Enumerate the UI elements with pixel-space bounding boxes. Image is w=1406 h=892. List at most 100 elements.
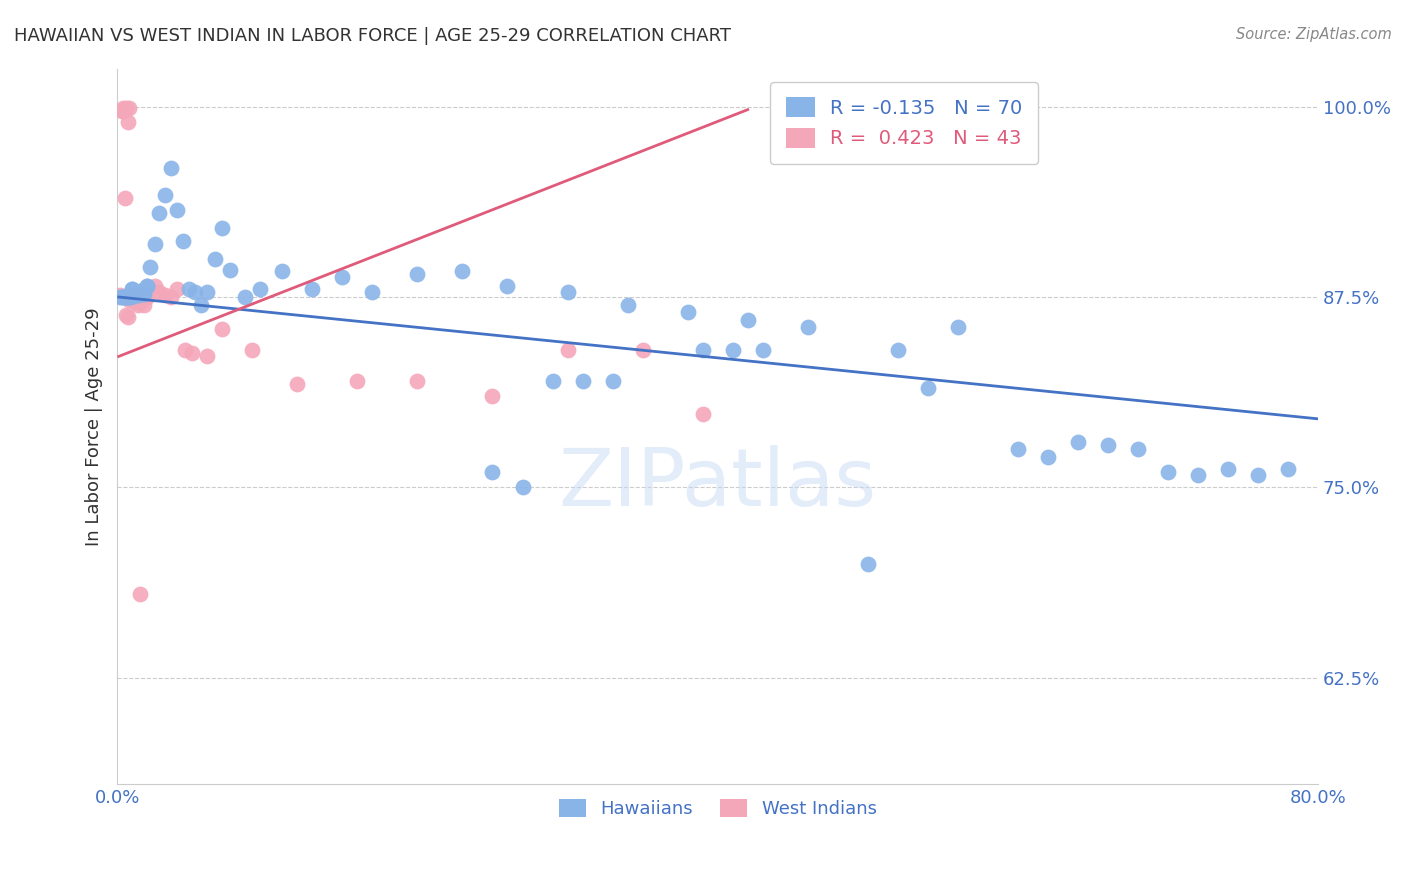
Point bbox=[631, 343, 654, 358]
Point bbox=[108, 288, 131, 302]
Point bbox=[122, 285, 145, 300]
Point bbox=[233, 290, 256, 304]
Point bbox=[451, 264, 474, 278]
Point bbox=[496, 279, 519, 293]
Point bbox=[121, 282, 143, 296]
Point bbox=[134, 287, 156, 301]
Point bbox=[143, 236, 166, 251]
Point bbox=[285, 376, 308, 391]
Point bbox=[676, 305, 699, 319]
Point bbox=[160, 161, 183, 175]
Point bbox=[361, 285, 384, 300]
Point bbox=[796, 320, 818, 334]
Point bbox=[166, 282, 188, 296]
Point bbox=[1126, 442, 1149, 457]
Point bbox=[204, 252, 226, 266]
Point bbox=[117, 310, 139, 324]
Point bbox=[122, 288, 145, 302]
Point bbox=[143, 279, 166, 293]
Point bbox=[1247, 468, 1270, 483]
Point bbox=[195, 285, 218, 300]
Point bbox=[125, 288, 148, 302]
Point bbox=[111, 290, 134, 304]
Point bbox=[249, 282, 271, 296]
Legend: Hawaiians, West Indians: Hawaiians, West Indians bbox=[551, 792, 884, 825]
Point bbox=[917, 381, 939, 395]
Text: ZIPatlas: ZIPatlas bbox=[558, 445, 877, 523]
Point bbox=[114, 290, 136, 304]
Point bbox=[124, 294, 146, 309]
Point bbox=[301, 282, 323, 296]
Point bbox=[115, 101, 138, 115]
Point bbox=[195, 350, 218, 364]
Point bbox=[1277, 462, 1299, 476]
Point bbox=[121, 293, 143, 307]
Point bbox=[125, 290, 148, 304]
Point bbox=[139, 260, 162, 274]
Point bbox=[136, 279, 159, 293]
Point bbox=[121, 290, 143, 304]
Point bbox=[332, 270, 354, 285]
Point bbox=[751, 343, 773, 358]
Point bbox=[1216, 462, 1239, 476]
Point bbox=[887, 343, 910, 358]
Point bbox=[118, 290, 141, 304]
Point bbox=[240, 343, 263, 358]
Point bbox=[112, 104, 135, 119]
Point bbox=[124, 285, 146, 300]
Point bbox=[173, 343, 195, 358]
Point bbox=[721, 343, 744, 358]
Point bbox=[132, 288, 155, 302]
Point bbox=[112, 290, 135, 304]
Point bbox=[117, 115, 139, 129]
Point bbox=[127, 297, 149, 311]
Point bbox=[481, 465, 503, 479]
Point bbox=[346, 374, 368, 388]
Point bbox=[616, 297, 638, 311]
Point bbox=[481, 389, 503, 403]
Point bbox=[134, 297, 156, 311]
Point bbox=[406, 267, 429, 281]
Point bbox=[136, 290, 159, 304]
Point bbox=[541, 374, 564, 388]
Point bbox=[737, 313, 759, 327]
Point bbox=[571, 374, 593, 388]
Point bbox=[179, 282, 201, 296]
Point bbox=[115, 308, 138, 322]
Point bbox=[406, 374, 429, 388]
Point bbox=[129, 284, 152, 298]
Point bbox=[271, 264, 294, 278]
Point bbox=[129, 294, 152, 309]
Point bbox=[148, 285, 170, 300]
Text: Source: ZipAtlas.com: Source: ZipAtlas.com bbox=[1236, 27, 1392, 42]
Point bbox=[218, 262, 240, 277]
Point bbox=[128, 288, 150, 302]
Point bbox=[108, 290, 131, 304]
Point bbox=[120, 290, 142, 304]
Point bbox=[557, 343, 579, 358]
Point bbox=[148, 206, 170, 220]
Point bbox=[692, 407, 714, 421]
Point bbox=[128, 587, 150, 601]
Point bbox=[1187, 468, 1209, 483]
Point bbox=[128, 284, 150, 298]
Point bbox=[1007, 442, 1029, 457]
Point bbox=[172, 234, 194, 248]
Point bbox=[121, 282, 143, 296]
Point bbox=[1157, 465, 1180, 479]
Point bbox=[1097, 438, 1119, 452]
Point bbox=[1067, 434, 1090, 449]
Point bbox=[111, 104, 134, 119]
Y-axis label: In Labor Force | Age 25-29: In Labor Force | Age 25-29 bbox=[86, 307, 103, 546]
Point bbox=[211, 322, 233, 336]
Point bbox=[692, 343, 714, 358]
Point bbox=[211, 221, 233, 235]
Point bbox=[139, 282, 162, 296]
Point bbox=[166, 203, 188, 218]
Point bbox=[1036, 450, 1059, 464]
Point bbox=[132, 287, 155, 301]
Point bbox=[117, 290, 139, 304]
Point bbox=[946, 320, 969, 334]
Point bbox=[184, 285, 207, 300]
Point bbox=[115, 290, 138, 304]
